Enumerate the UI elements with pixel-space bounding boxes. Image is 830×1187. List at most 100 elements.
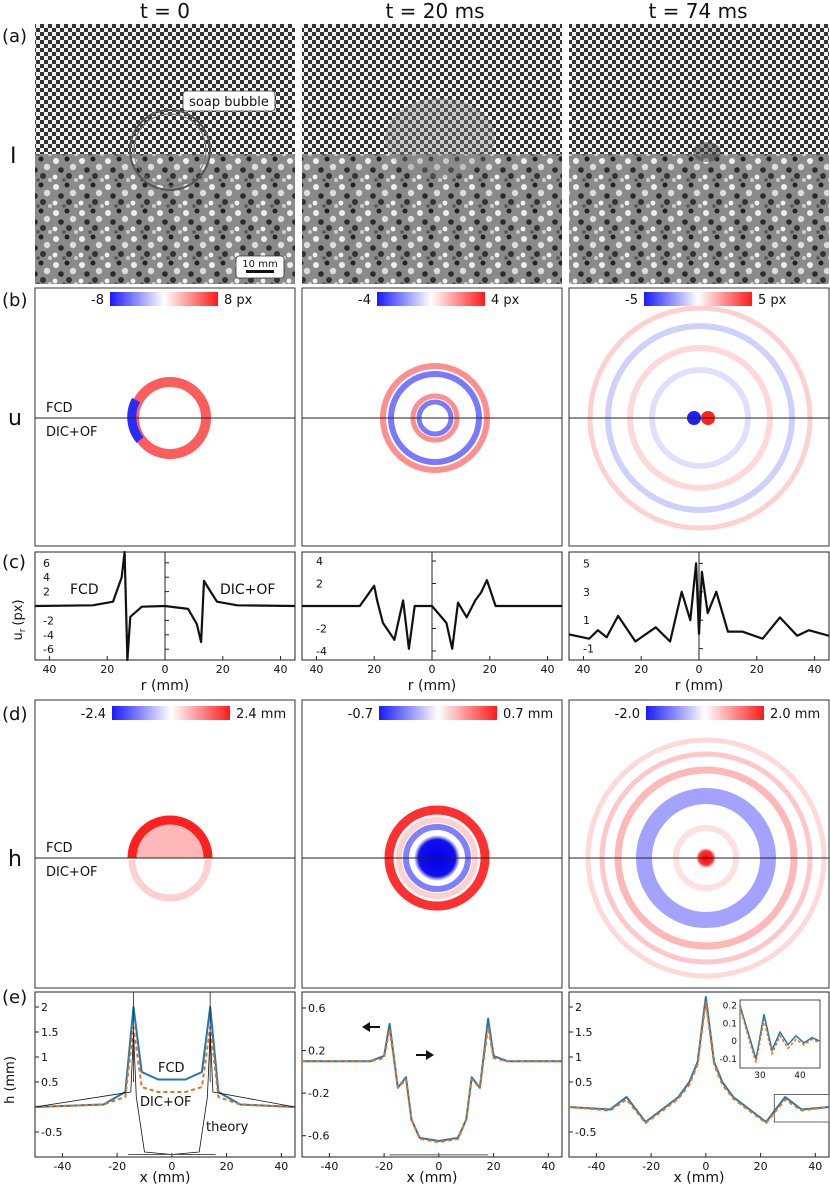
svg-text:-8: -8 [91, 293, 104, 308]
colorbar-u-t0: -8 8 px [91, 292, 253, 308]
x-tick-label: -40 [587, 1160, 605, 1173]
r-axis-label-0: r (mm) [141, 678, 189, 694]
series-dic-of [34, 1026, 296, 1108]
panel-b-t0: FCD DIC+OF [34, 287, 296, 547]
inset-series-dic-of [739, 1006, 821, 1063]
y-tick-label: 2 [316, 578, 323, 591]
svg-text:-2.4: -2.4 [81, 707, 106, 722]
y-tick-label: -0.6 [308, 1130, 329, 1143]
h-axis-label: h (mm) [3, 1056, 18, 1104]
y-tick-label: 2 [575, 1001, 582, 1014]
y-tick-label: -2 [43, 614, 54, 627]
x-tick-label: -20 [108, 1160, 126, 1173]
panel-b-t20 [301, 287, 563, 547]
fcd-label-c0: FCD [70, 582, 99, 598]
svg-text:-5: -5 [625, 293, 638, 308]
x-tick-label: 0 [702, 1160, 709, 1173]
column-title-t0: t = 0 [140, 0, 190, 23]
inset-y-tick: 0.1 [723, 1019, 737, 1029]
colorbar-u-t74: -5 5 px [625, 292, 787, 308]
inset-y-tick: -0.1 [719, 1055, 737, 1065]
arrow-left-icon [362, 1022, 380, 1032]
svg-text:-0.7: -0.7 [348, 707, 373, 722]
y-tick-label: -0.5 [575, 1126, 596, 1139]
x-tick-label: 40 [576, 663, 590, 676]
x-tick-label: -40 [320, 1160, 338, 1173]
y-tick-label: 2 [41, 1001, 48, 1014]
series-dic-of [431, 578, 562, 650]
inset-y-tick: 0 [731, 1037, 737, 1047]
fcd-label-e0: FCD [158, 1061, 185, 1076]
var-label-I: I [10, 144, 17, 169]
fcd-label-d0: FCD [46, 841, 73, 856]
x-tick-label: -20 [642, 1160, 660, 1173]
series-dic-of [568, 1001, 830, 1124]
y-tick-label: -0.5 [41, 1126, 62, 1139]
x-axis-label-0: x (mm) [140, 1170, 191, 1186]
svg-text:-2.0: -2.0 [615, 707, 640, 722]
x-tick-label: 20 [750, 663, 764, 676]
r-axis-label-1: r (mm) [408, 678, 456, 694]
x-tick-label: 0 [168, 1160, 175, 1173]
series-fcd [34, 1006, 296, 1108]
inset-x-tick: 40 [794, 1071, 806, 1081]
plot-c-1: 40 20 0 20 40 4 2 -2 -4 [301, 551, 563, 676]
y-tick-label: 0.5 [41, 1076, 59, 1089]
row-label-c: (c) [2, 552, 26, 573]
series-fcd [34, 550, 166, 662]
row-label-b: (b) [2, 290, 27, 311]
row-label-d: (d) [2, 704, 27, 725]
series-dic-of [164, 579, 296, 644]
fcd-label-b0: FCD [46, 401, 73, 416]
bubble-outline [129, 109, 211, 191]
column-title-t74: t = 74 ms [648, 0, 747, 23]
bubble-annotation: soap bubble [189, 95, 269, 110]
dicof-label-c0: DIC+OF [220, 582, 276, 598]
x-tick-label: 0 [435, 1160, 442, 1173]
r-axis-label-2: r (mm) [675, 678, 723, 694]
x-axis-label-1: x (mm) [407, 1170, 458, 1186]
x-tick-label: 20 [220, 1160, 234, 1173]
y-tick-label: 1 [583, 614, 590, 627]
dicof-label-e0: DIC+OF [140, 1095, 192, 1110]
panel-d-t0: FCD DIC+OF [34, 699, 296, 989]
y-tick-label: 1.5 [41, 1026, 59, 1039]
x-tick-label: -40 [53, 1160, 71, 1173]
svg-text:5 px: 5 px [758, 293, 787, 308]
inset-plot: 30 40 0.2 0.1 0 -0.1 [719, 999, 821, 1081]
inset-zoom-box [773, 1094, 830, 1123]
y-tick-label: -2 [316, 623, 327, 636]
scalebar [246, 270, 274, 273]
plot-frame [34, 991, 296, 1158]
x-tick-label: 40 [808, 663, 822, 676]
panel-d-t74 [568, 699, 830, 989]
dicof-label-b0: DIC+OF [46, 425, 98, 440]
panel-a-t74 [569, 24, 829, 284]
panel-b-t74 [568, 287, 830, 547]
x-tick-label: 40 [274, 663, 288, 676]
y-tick-label: 1.5 [575, 1026, 593, 1039]
svg-text:2.0 mm: 2.0 mm [770, 707, 820, 722]
series-fcd [568, 562, 701, 643]
colorbar-u-t20: -4 4 px [358, 292, 520, 308]
plot-c-0: 40 20 0 20 40 64 2 -2 -4-6 [34, 550, 296, 676]
y-tick-label: 4 [43, 571, 50, 584]
x-axis-label-2: x (mm) [674, 1170, 725, 1186]
y-tick-label: 6 [43, 557, 50, 570]
x-tick-label: 20 [216, 663, 230, 676]
y-tick-label: -4 [316, 645, 327, 658]
arrow-right-icon [416, 1050, 434, 1060]
svg-text:-4: -4 [358, 293, 371, 308]
plot-frame [301, 991, 563, 1158]
svg-text:8 px: 8 px [224, 293, 253, 308]
y-tick-label: 1 [41, 1051, 48, 1064]
x-tick-label: 0 [696, 663, 703, 676]
y-tick-label: -6 [43, 643, 54, 656]
panel-a-t20 [302, 24, 562, 284]
y-tick-label: 0.6 [308, 1002, 326, 1015]
x-tick-label: 40 [309, 663, 323, 676]
y-tick-label: 0.2 [308, 1045, 326, 1058]
